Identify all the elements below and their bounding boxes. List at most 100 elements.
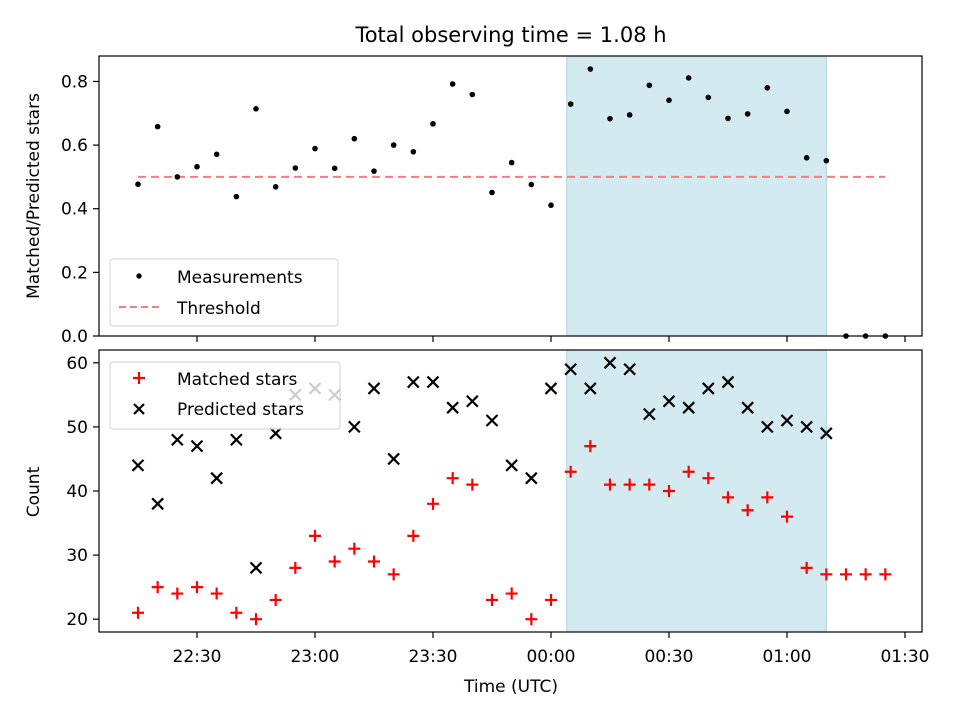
matched-stars-point xyxy=(564,465,577,478)
measurement-point xyxy=(764,85,771,91)
matched-stars-point xyxy=(446,472,459,485)
matched-stars-point xyxy=(466,478,479,491)
top-y-tick-label: 0.8 xyxy=(61,72,88,92)
top-shaded-region xyxy=(566,56,827,336)
measurement-point xyxy=(233,193,240,200)
measurement-point xyxy=(312,145,318,152)
predicted-stars-point xyxy=(485,414,499,427)
matched-stars-point xyxy=(879,568,892,581)
predicted-stars-point xyxy=(702,382,715,395)
measurement-point xyxy=(607,115,613,122)
measurement-point xyxy=(685,75,692,81)
matched-stars-point xyxy=(151,581,164,594)
predicted-stars-point xyxy=(662,394,676,408)
matched-stars-point xyxy=(721,491,734,504)
measurement-point xyxy=(626,112,633,118)
top-y-tick-label: 0.4 xyxy=(61,200,88,220)
bottom-x-tick-label: 00:00 xyxy=(526,647,575,667)
matched-stars-point xyxy=(348,542,361,555)
predicted-stars-point xyxy=(171,433,184,447)
matched-stars-point xyxy=(269,593,282,606)
measurement-point xyxy=(292,165,299,171)
measurement-point xyxy=(154,123,161,130)
predicted-stars-point xyxy=(564,362,577,376)
measurement-point xyxy=(135,181,141,188)
measurement-point xyxy=(803,155,810,161)
top-y-tick-label: 0.0 xyxy=(61,327,88,347)
bottom-y-tick-label: 30 xyxy=(66,546,88,566)
top-y-axis-label: Matched/Predicted stars xyxy=(24,93,44,299)
bottom-x-tick-label: 00:30 xyxy=(644,647,693,667)
predicted-stars-point xyxy=(210,471,223,485)
matched-stars-point xyxy=(741,504,754,517)
predicted-stars-point xyxy=(190,439,204,453)
matched-stars-point xyxy=(230,606,243,619)
measurement-point xyxy=(390,142,397,148)
measurement-point xyxy=(646,82,653,89)
predicted-stars-point xyxy=(269,427,282,440)
top-series-layer xyxy=(135,66,889,339)
measurement-point xyxy=(449,81,456,87)
predicted-stars-point xyxy=(387,452,400,466)
bottom-y-axis: 20 30 40 50 60 xyxy=(66,354,99,630)
matched-stars-point xyxy=(328,555,341,568)
figure-title: Total observing time = 1.08 h xyxy=(354,23,666,47)
predicted-stars-point xyxy=(643,407,656,421)
matched-stars-point xyxy=(505,587,518,600)
measurement-point xyxy=(371,168,377,174)
matched-stars-point xyxy=(132,606,145,619)
predicted-stars-point xyxy=(584,382,597,395)
matched-stars-point xyxy=(662,485,675,497)
measurement-point xyxy=(548,202,554,209)
matched-stars-point xyxy=(623,478,636,491)
measurement-point xyxy=(705,94,712,101)
measurement-point xyxy=(744,111,751,117)
matched-stars-point xyxy=(367,555,380,568)
matched-stars-point xyxy=(249,613,262,626)
predicted-stars-point xyxy=(544,382,558,395)
bottom-y-tick-label: 20 xyxy=(66,610,88,630)
matched-stars-point xyxy=(584,440,597,453)
matched-stars-point xyxy=(308,529,321,542)
predicted-stars-point xyxy=(603,356,617,370)
predicted-stars-point xyxy=(682,401,695,414)
bottom-shaded-region xyxy=(566,350,827,632)
measurement-point xyxy=(213,151,220,158)
measurement-point xyxy=(253,106,259,112)
bottom-x-tick-label: 01:30 xyxy=(880,647,929,667)
matched-stars-point xyxy=(603,478,616,491)
top-legend-box xyxy=(109,258,339,327)
predicted-stars-point xyxy=(800,420,813,434)
legend-predicted-label: Predicted stars xyxy=(177,400,304,420)
measurement-point xyxy=(725,115,731,122)
matched-stars-point xyxy=(407,529,420,542)
measurement-point xyxy=(410,148,417,155)
matched-stars-point xyxy=(761,491,774,504)
bottom-x-tick-label: 22:30 xyxy=(173,647,222,667)
top-legend: Measurements Threshold xyxy=(109,258,339,327)
matched-stars-point xyxy=(702,472,715,485)
measurement-point xyxy=(567,101,574,107)
predicted-stars-point xyxy=(446,401,459,414)
matched-stars-point xyxy=(839,568,852,581)
predicted-stars-point xyxy=(466,394,479,408)
measurement-point xyxy=(587,66,594,72)
top-axes-frame xyxy=(98,55,923,337)
predicted-stars-point xyxy=(367,382,381,395)
bottom-x-tick-label: 23:00 xyxy=(290,647,339,667)
measurement-point xyxy=(489,189,495,196)
measurement-point xyxy=(784,108,790,115)
legend-measurements-label: Measurements xyxy=(177,268,303,288)
bottom-panel: 20 30 40 50 60 22:30 23:00 23:30 00:00 00:30 01:0… xyxy=(24,349,929,697)
predicted-stars-point xyxy=(741,401,754,414)
bottom-y-tick-label: 40 xyxy=(66,482,88,502)
bottom-legend-box xyxy=(109,361,341,430)
top-panel: 0.00.20.40.60.8 Matched/Predicted stars … xyxy=(24,55,923,347)
predicted-stars-point xyxy=(623,362,636,376)
matched-stars-point xyxy=(800,561,813,574)
legend-matched-marker xyxy=(133,372,145,384)
predicted-stars-point xyxy=(249,561,263,575)
matched-stars-point xyxy=(485,593,498,606)
top-y-tick-label: 0.2 xyxy=(61,263,88,283)
